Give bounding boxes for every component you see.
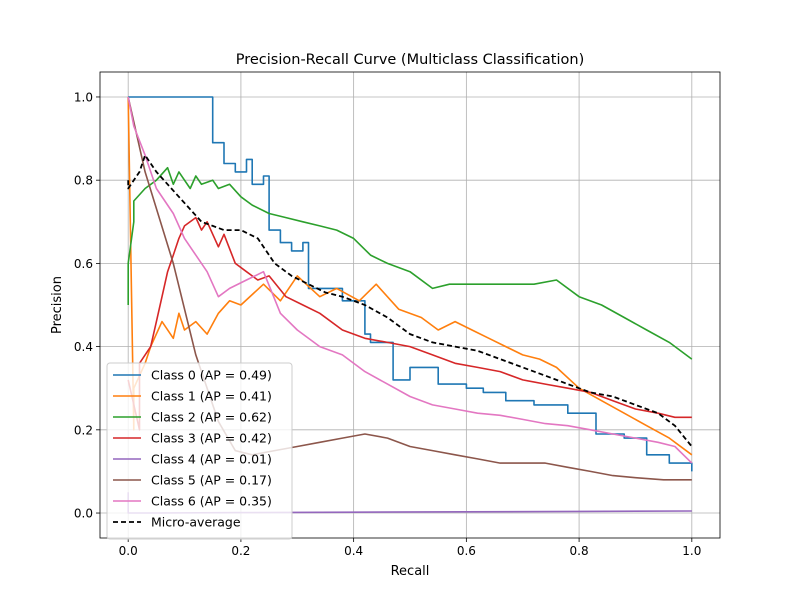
legend-label-5: Class 5 (AP = 0.17)	[151, 473, 272, 488]
series-line-6	[127, 96, 693, 464]
legend-label-1: Class 1 (AP = 0.41)	[151, 389, 272, 404]
series-line-1	[127, 96, 693, 456]
series-line-7	[127, 154, 693, 448]
axes-frame	[99, 71, 721, 539]
x-tick-label: 1.0	[682, 544, 701, 558]
y-tick-label: 0.4	[74, 340, 93, 354]
chart-title: Precision-Recall Curve (Multiclass Class…	[236, 52, 585, 68]
series-line-0	[128, 96, 693, 472]
legend-label-2: Class 2 (AP = 0.62)	[151, 410, 272, 425]
x-tick-label: 0.0	[119, 544, 138, 558]
series-line-2	[127, 166, 693, 360]
legend-label-0: Class 0 (AP = 0.49)	[151, 368, 272, 383]
x-axis-label: Recall	[391, 564, 430, 579]
legend-box	[106, 362, 293, 540]
x-tick-label: 0.6	[457, 544, 476, 558]
y-tick-label: 0.2	[74, 423, 93, 437]
legend-label-3: Class 3 (AP = 0.42)	[151, 431, 272, 446]
x-tick-label: 0.8	[570, 544, 589, 558]
x-tick-label: 0.2	[231, 544, 250, 558]
legend-label-6: Class 6 (AP = 0.35)	[151, 494, 272, 509]
y-tick-label: 0.6	[74, 257, 93, 271]
legend: Class 0 (AP = 0.49) Class 1 (AP = 0.41) Cl…	[106, 362, 293, 540]
series-line-3	[127, 216, 692, 431]
axes-layer: 0.0 0.2 0.4 0.6 0.8 1.0 0.0 0.2 0.4 0.6 0.8 1.0	[74, 71, 721, 558]
legend-label-7: Micro-average	[151, 515, 241, 530]
x-tick-label: 0.4	[344, 544, 363, 558]
y-tick-label: 1.0	[74, 90, 93, 104]
y-tick-label: 0.8	[74, 174, 93, 188]
legend-label-4: Class 4 (AP = 0.01)	[151, 452, 272, 467]
y-tick-label: 0.0	[74, 507, 93, 521]
y-axis-label: Precision	[50, 276, 65, 334]
